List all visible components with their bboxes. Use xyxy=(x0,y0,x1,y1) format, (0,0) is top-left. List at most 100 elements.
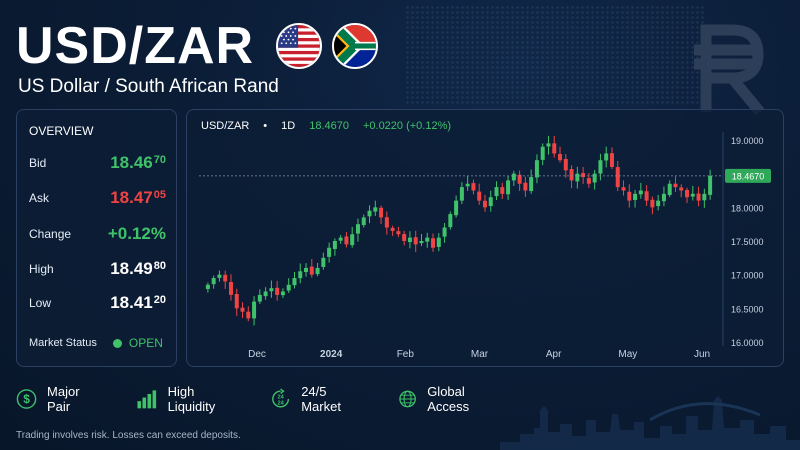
low-value: 18.4120 xyxy=(110,293,166,312)
candle-body xyxy=(644,191,649,201)
candle-body xyxy=(396,231,401,235)
chart-separator: • xyxy=(263,120,268,132)
candle-body xyxy=(263,291,268,297)
x-tick-label: Dec xyxy=(248,349,266,360)
x-tick-label: Feb xyxy=(397,349,415,360)
page-subtitle: US Dollar / South African Rand xyxy=(18,76,279,97)
candle-body xyxy=(413,237,418,245)
candle-body xyxy=(563,159,568,171)
candle-body xyxy=(228,282,233,295)
candle-body xyxy=(702,193,707,201)
candle-body xyxy=(431,238,436,248)
change-value: +0.12% xyxy=(107,224,166,243)
last-price-label: 18.4670 xyxy=(732,171,765,181)
candle-body xyxy=(338,237,343,241)
us-flag-icon xyxy=(276,23,323,69)
candle-body xyxy=(234,293,239,309)
globe-icon xyxy=(399,390,416,408)
candle-body xyxy=(471,183,476,191)
candle-body xyxy=(344,236,349,245)
low-row: Low 18.4120 xyxy=(29,290,166,316)
chart-panel: 19.000018.500018.000017.500017.000016.50… xyxy=(186,109,784,367)
candle-body xyxy=(355,224,360,234)
candle-body xyxy=(321,257,326,267)
candle-body xyxy=(494,187,499,197)
x-tick-label: Apr xyxy=(546,349,562,360)
candle-body xyxy=(540,146,545,160)
candle-body xyxy=(205,284,210,289)
rand-currency-icon xyxy=(694,24,765,115)
candle-body xyxy=(667,183,672,195)
bid-label: Bid xyxy=(29,156,47,170)
feature-label: Major Pair xyxy=(47,384,80,414)
y-tick-label: 18.0000 xyxy=(731,203,764,213)
feature-major-pair: $ Major Pair xyxy=(16,382,89,416)
ask-row: Ask 18.4705 xyxy=(29,185,166,211)
market-status: Market Status OPEN xyxy=(29,336,166,350)
low-label: Low xyxy=(29,296,52,310)
candle-body xyxy=(252,301,257,319)
candle-body xyxy=(575,173,580,182)
candle-body xyxy=(257,294,262,302)
bid-value: 18.4670 xyxy=(110,153,166,172)
candle-body xyxy=(598,160,603,174)
candle-body xyxy=(361,217,366,226)
svg-text:$: $ xyxy=(23,392,30,406)
feature-24-5-market: 24 24 24/5 Market xyxy=(270,382,350,416)
candle-body xyxy=(309,266,314,275)
candle-body xyxy=(661,193,666,202)
candle-body xyxy=(384,217,389,228)
candle-body xyxy=(459,187,464,201)
candle-body xyxy=(552,143,557,154)
price-chart[interactable]: 19.000018.500018.000017.500017.000016.50… xyxy=(187,110,785,368)
candle-body xyxy=(454,200,459,216)
candle-body xyxy=(529,177,534,192)
candle-body xyxy=(425,237,430,242)
feature-label: Global Access xyxy=(427,384,470,414)
candle-body xyxy=(390,227,395,231)
candle-body xyxy=(685,190,690,198)
chart-symbol: USD/ZAR xyxy=(201,120,250,132)
candle-body xyxy=(240,307,245,312)
candle-body xyxy=(304,267,309,273)
ask-label: Ask xyxy=(29,191,50,205)
candle-body xyxy=(690,193,695,197)
candle-body xyxy=(269,288,274,292)
chart-header: USD/ZAR • 1D 18.4670 +0.0220 (+0.12%) xyxy=(201,120,465,132)
risk-disclaimer: Trading involves risk. Losses can exceed… xyxy=(16,430,241,441)
x-tick-label: May xyxy=(618,349,637,360)
candle-body xyxy=(500,187,505,194)
candle-body xyxy=(488,197,493,207)
candle-body xyxy=(442,227,447,237)
candle-body xyxy=(506,180,511,195)
candle-body xyxy=(332,241,337,249)
x-tick-label: Mar xyxy=(471,349,489,360)
candle-body xyxy=(627,191,632,201)
candle-body xyxy=(696,193,701,201)
page-title: USD/ZAR xyxy=(16,17,255,75)
feature-label: High Liquidity xyxy=(167,384,216,414)
candle-body xyxy=(465,183,470,187)
candle-body xyxy=(586,178,591,184)
candle-body xyxy=(673,183,678,188)
last-price-tag xyxy=(725,168,771,183)
chart-timeframe[interactable]: 1D xyxy=(281,120,296,132)
high-value: 18.4980 xyxy=(110,259,166,278)
candle-body xyxy=(246,311,251,319)
chart-change: +0.0220 (+0.12%) xyxy=(362,120,452,132)
x-tick-label: 2024 xyxy=(320,349,343,360)
candle-body xyxy=(367,210,372,217)
candle-body xyxy=(298,271,303,279)
feature-high-liquidity: High Liquidity xyxy=(136,382,224,416)
candle-body xyxy=(517,174,522,184)
bar-chart-icon xyxy=(137,390,157,409)
dollar-circle-icon: $ xyxy=(16,389,37,409)
world-map-background xyxy=(405,5,705,105)
candle-body xyxy=(217,274,222,278)
candle-body xyxy=(534,160,539,178)
candle-body xyxy=(402,234,407,241)
candle-body xyxy=(511,173,516,181)
candle-body xyxy=(523,182,528,191)
ask-value: 18.4705 xyxy=(110,188,166,207)
candle-body xyxy=(546,143,551,147)
